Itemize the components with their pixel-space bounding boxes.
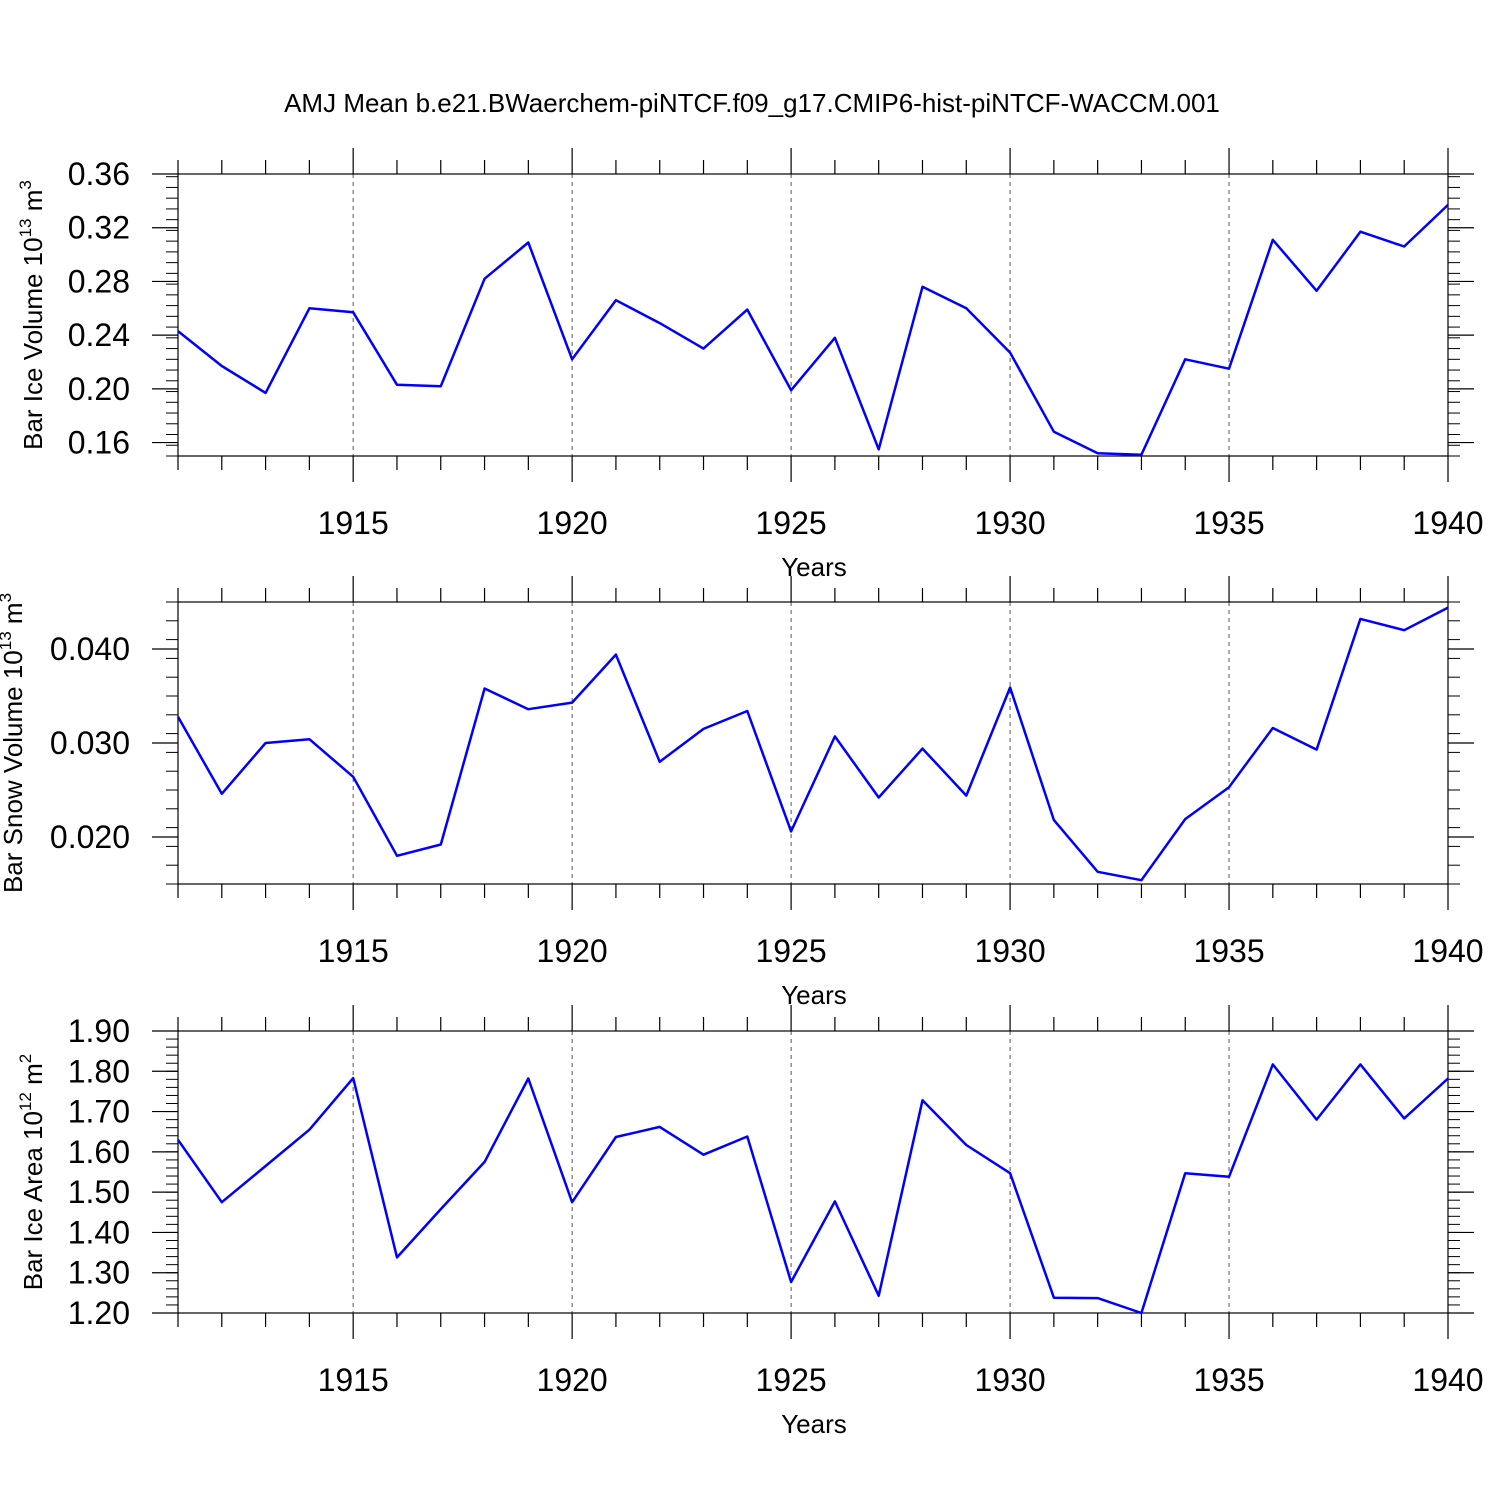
- panel-1: 1915 1920 1925 1930 1935 1940 Years 0.16 0.20 0.2…: [16, 148, 1484, 582]
- x-tick-label: 1940: [1412, 1362, 1483, 1398]
- x-axis-title: Years: [781, 552, 847, 582]
- y-axis-title-text: Bar Ice Area 10: [18, 1111, 48, 1290]
- plot-frame: [177, 1030, 1449, 1314]
- panels: 1915 1920 1925 1930 1935 1940 Years 0.16 0.20 0.2…: [0, 148, 1484, 1439]
- series-line-1: [177, 203, 1449, 456]
- x-tick-label: 1935: [1193, 505, 1264, 541]
- plot-frame: [177, 173, 1449, 457]
- y-tick-label: 0.20: [68, 371, 130, 407]
- y-axis-title: Bar Snow Volume 1013 m3: [0, 593, 28, 893]
- x-tick-label: 1930: [974, 1362, 1045, 1398]
- y-axis-title-unit-exponent: 3: [16, 180, 35, 189]
- y-tick-label: 0.16: [68, 425, 130, 461]
- chart-title: AMJ Mean b.e21.BWaerchem-piNTCF.f09_g17.…: [284, 88, 1220, 118]
- x-tick-label: 1920: [537, 505, 608, 541]
- x-tick-label: 1930: [974, 505, 1045, 541]
- y-tick-label: 1.60: [68, 1134, 130, 1170]
- y-tick-label: 1.40: [68, 1214, 130, 1250]
- y-axis-title-text: Bar Snow Volume 10: [0, 650, 28, 893]
- y-tick-label: 1.30: [68, 1255, 130, 1291]
- y-tick-label: 0.020: [50, 819, 130, 855]
- y-axis-title-unit-exponent: 3: [0, 593, 15, 602]
- y-axis-title: Bar Ice Area 1012 m2: [16, 1054, 48, 1291]
- panel-3: 1915 1920 1925 1930 1935 1940 Years 1.20 1.30 1.4…: [16, 1005, 1484, 1439]
- x-tick-label: 1935: [1193, 1362, 1264, 1398]
- x-tick-label: 1915: [318, 933, 389, 969]
- y-tick-label: 1.70: [68, 1094, 130, 1130]
- x-tick-label: 1940: [1412, 505, 1483, 541]
- y-tick-label: 1.50: [68, 1174, 130, 1210]
- x-axis-title: Years: [781, 1409, 847, 1439]
- series-line-1: [176, 606, 1449, 882]
- x-tick-label: 1925: [756, 1362, 827, 1398]
- series-line-1: [176, 1063, 1449, 1315]
- y-axis-title-unit: m: [18, 1063, 48, 1092]
- x-tick-label: 1930: [974, 933, 1045, 969]
- x-tick-label: 1925: [756, 505, 827, 541]
- x-tick-label: 1920: [537, 933, 608, 969]
- plot-frame: [177, 601, 1449, 885]
- y-axis-title: Bar Ice Volume 1013 m3: [16, 180, 48, 450]
- y-axis-title-exponent: 12: [16, 1092, 35, 1111]
- y-tick-label: 0.040: [50, 631, 130, 667]
- x-tick-label: 1925: [756, 933, 827, 969]
- x-tick-label: 1915: [318, 505, 389, 541]
- x-tick-label: 1920: [537, 1362, 608, 1398]
- y-axis-title-unit: m: [18, 190, 48, 219]
- x-tick-label: 1935: [1193, 933, 1264, 969]
- y-axis-title-exponent: 13: [0, 631, 15, 650]
- y-tick-label: 0.28: [68, 263, 130, 299]
- y-axis-title-unit: m: [0, 602, 28, 631]
- y-tick-label: 0.32: [68, 210, 130, 246]
- x-tick-label: 1915: [318, 1362, 389, 1398]
- y-axis-title-text: Bar Ice Volume 10: [18, 237, 48, 449]
- panel-2: 1915 1920 1925 1930 1935 1940 Years 0.020 0.030 0…: [0, 576, 1484, 1010]
- y-tick-label: 1.80: [68, 1053, 130, 1089]
- y-axis-title-unit-exponent: 2: [16, 1054, 35, 1063]
- y-tick-label: 0.030: [50, 725, 130, 761]
- y-tick-label: 1.20: [68, 1295, 130, 1331]
- y-tick-label: 0.24: [68, 317, 130, 353]
- y-tick-label: 0.36: [68, 156, 130, 192]
- x-tick-label: 1940: [1412, 933, 1483, 969]
- y-tick-label: 1.90: [68, 1013, 130, 1049]
- x-axis-title: Years: [781, 980, 847, 1010]
- y-axis-title-exponent: 13: [16, 218, 35, 237]
